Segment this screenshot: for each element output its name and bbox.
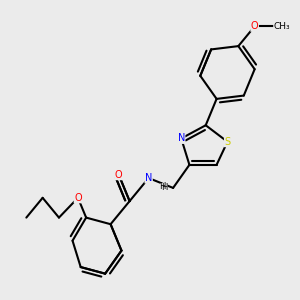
Text: N: N <box>178 134 185 143</box>
Text: O: O <box>115 170 123 180</box>
Text: H: H <box>159 182 165 191</box>
Text: H: H <box>161 183 167 192</box>
Text: O: O <box>74 193 82 203</box>
Text: CH₃: CH₃ <box>274 22 290 31</box>
Text: N: N <box>145 173 152 183</box>
Text: S: S <box>224 137 230 147</box>
Text: O: O <box>251 21 259 31</box>
